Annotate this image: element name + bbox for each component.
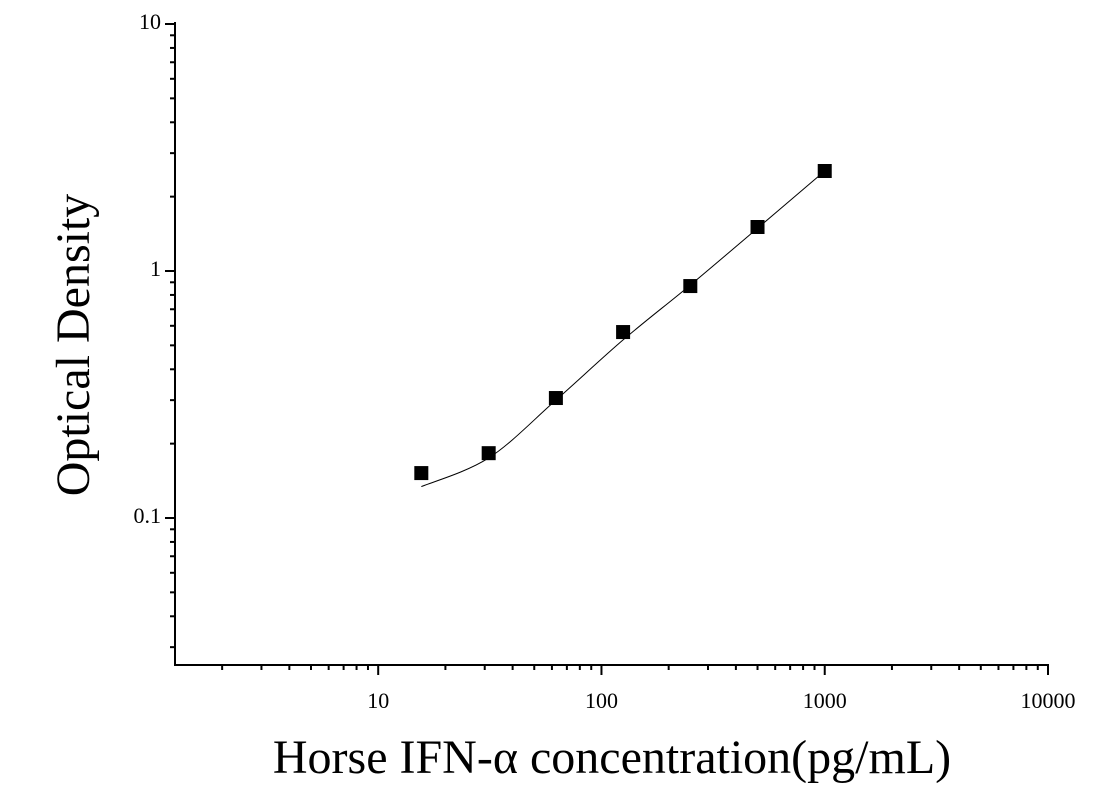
- x-tick-label: 10000: [1021, 688, 1076, 713]
- x-tick-label: 100: [585, 688, 618, 713]
- x-tick-label: 1000: [803, 688, 847, 713]
- data-point: [548, 391, 563, 406]
- data-point: [616, 325, 631, 340]
- data-point: [750, 220, 765, 235]
- fit-curve: [421, 170, 826, 488]
- x-tick-label: 10: [367, 688, 389, 713]
- y-tick-label: 10: [139, 9, 161, 34]
- data-point: [481, 446, 496, 461]
- y-axis-label: Optical Density: [47, 194, 100, 497]
- y-tick-label: 0.1: [134, 503, 162, 528]
- x-axis-label: Horse IFN-α concentration(pg/mL): [273, 731, 951, 784]
- y-tick-label: 1: [150, 256, 161, 281]
- data-point: [414, 466, 429, 481]
